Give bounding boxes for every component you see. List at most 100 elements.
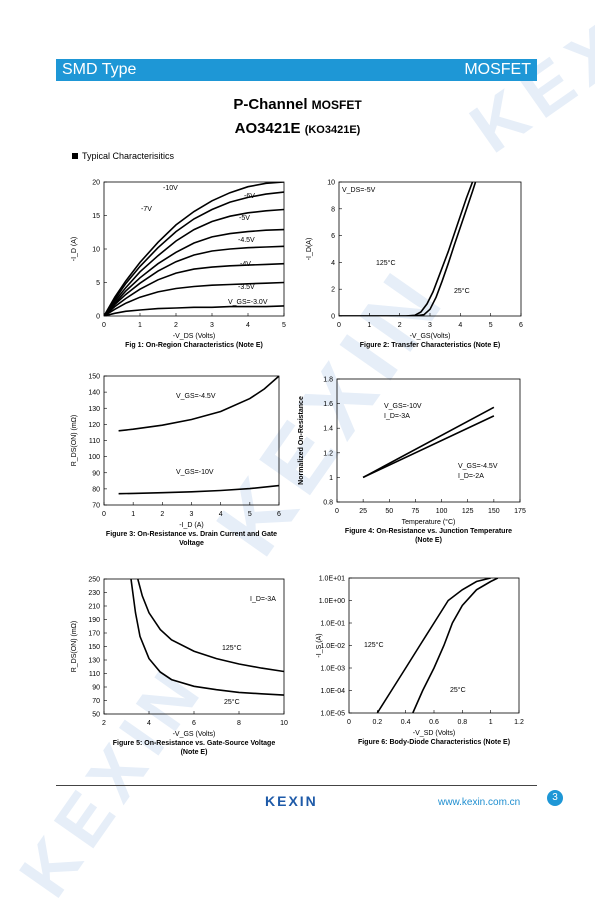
y-tick-label: 130 xyxy=(88,658,100,665)
series-line xyxy=(137,579,284,673)
title-line2: AO3421E (KO3421E) xyxy=(0,120,595,137)
series-line xyxy=(104,305,284,316)
figure-caption: Figure 2: Transfer Characteristics (Note… xyxy=(360,342,500,349)
y-tick-label: 230 xyxy=(88,590,100,597)
y-tick-label: 8 xyxy=(331,206,335,213)
figure-caption: Figure 4: On-Resistance vs. Junction Tem… xyxy=(345,528,512,535)
y-tick-label: 20 xyxy=(92,180,100,187)
series-line xyxy=(104,228,284,316)
y-tick-label: 1.0E-02 xyxy=(320,643,345,650)
y-axis-label: -I_D(A) xyxy=(306,238,313,261)
x-tick-label: 4 xyxy=(458,322,462,329)
x-axis-label: Temperature (°C) xyxy=(402,518,456,526)
x-tick-label: 3 xyxy=(210,322,214,329)
y-tick-label: 1.2 xyxy=(323,450,333,457)
y-tick-label: 90 xyxy=(92,470,100,477)
series-line xyxy=(104,262,284,316)
figure-2: 0 1 2 3 4 5 6 0 2 4 6 8 10 -V_GS(Volts) -I_D(A) Figure … xyxy=(306,180,523,350)
series-annotation: I_D=-2A xyxy=(458,473,484,480)
series-annotation: -6V xyxy=(244,193,255,200)
series-annotation: -10V xyxy=(163,185,178,192)
title-type: MOSFET xyxy=(311,98,362,112)
x-tick-label: 5 xyxy=(489,322,493,329)
y-tick-label: 5 xyxy=(96,280,100,287)
x-tick-label: 5 xyxy=(248,511,252,518)
x-tick-label: 0.6 xyxy=(429,719,439,726)
x-tick-label: 6 xyxy=(519,322,523,329)
x-tick-label: 1.2 xyxy=(514,719,524,726)
header-banner: SMD Type MOSFET xyxy=(56,59,537,81)
x-tick-label: 10 xyxy=(280,720,288,727)
figure-caption: Voltage xyxy=(179,540,204,547)
figure-3: 0 1 2 3 4 5 6 70 80 90 100 110 120 130 140 150 -I_D (A) R… xyxy=(71,374,281,548)
y-tick-label: 6 xyxy=(331,233,335,240)
y-tick-label: 10 xyxy=(327,180,335,187)
series-annotation: 25°C xyxy=(454,287,470,295)
website-link[interactable]: www.kexin.com.cn xyxy=(438,797,521,808)
y-tick-label: 130 xyxy=(88,406,100,413)
x-tick-label: 6 xyxy=(277,511,281,518)
x-tick-label: 25 xyxy=(359,508,367,515)
y-tick-label: 15 xyxy=(92,213,100,220)
x-tick-label: 3 xyxy=(190,511,194,518)
alt-part-number: (KO3421E) xyxy=(304,124,361,136)
page-number-badge: 3 xyxy=(547,790,563,806)
y-tick-label: 110 xyxy=(89,438,100,445)
y-tick-label: 90 xyxy=(92,685,100,692)
series-line xyxy=(118,376,279,432)
y-tick-label: 1.4 xyxy=(323,426,333,433)
y-tick-label: 150 xyxy=(88,644,100,651)
y-tick-label: 170 xyxy=(88,631,100,638)
x-tick-label: 0 xyxy=(335,508,339,515)
x-tick-label: 125 xyxy=(462,508,474,515)
figure-6: 0 0.2 0.4 0.6 0.8 1 1.2 1.0E-05 1.0E-04 1.0E-03 1.… xyxy=(316,576,524,747)
series-annotation: V_GS=-10V xyxy=(176,469,214,476)
series-annotation: -3.5V xyxy=(238,284,255,291)
y-axis-label: Normalized On-Resistance xyxy=(298,396,305,485)
series-line xyxy=(104,281,284,316)
series-line xyxy=(104,208,284,316)
y-tick-label: 250 xyxy=(88,577,100,584)
plot-frame xyxy=(338,181,522,317)
y-tick-label: 80 xyxy=(92,486,100,493)
y-tick-label: 2 xyxy=(331,287,335,294)
y-tick-label: 120 xyxy=(88,422,100,429)
figure-5: 2 4 6 8 10 50 70 90 110 130 150 170 190 210 230 250 -V_G… xyxy=(71,577,288,757)
y-tick-label: 1.0E+00 xyxy=(319,598,345,605)
x-tick-label: 4 xyxy=(147,720,151,727)
y-tick-label: 70 xyxy=(92,503,100,510)
series-annotation: -4.5V xyxy=(238,237,255,244)
x-tick-label: 150 xyxy=(488,508,500,515)
y-tick-label: 1.0E-04 xyxy=(320,688,345,695)
x-tick-label: 0 xyxy=(102,322,106,329)
figure-caption: Figure 3: On-Resistance vs. Drain Curren… xyxy=(106,531,277,538)
y-tick-label: 210 xyxy=(88,604,100,611)
y-tick-label: 1.0E-05 xyxy=(320,711,345,718)
x-tick-label: 1 xyxy=(367,322,371,329)
y-tick-label: 4 xyxy=(331,260,335,267)
x-tick-label: 2 xyxy=(102,720,106,727)
series-line xyxy=(412,578,499,713)
section-heading: Typical Characterisitics xyxy=(72,151,174,161)
figure-1: 0 1 2 3 4 5 0 5 10 15 20 -V_DS (Volts) -I_D (A) Fig 1… xyxy=(71,180,286,350)
y-tick-label: 150 xyxy=(88,374,100,381)
series-line xyxy=(104,245,284,316)
figure-caption: Figure 6: Body-Diode Characteristics (No… xyxy=(358,739,510,746)
series-line xyxy=(104,191,284,316)
series-annotation: I_D=-3A xyxy=(384,413,410,420)
title-line1: P-Channel MOSFET xyxy=(0,96,595,113)
x-tick-label: 0 xyxy=(102,511,106,518)
y-tick-label: 10 xyxy=(92,247,100,254)
series-annotation: -4V xyxy=(240,261,251,268)
x-tick-label: 50 xyxy=(385,508,393,515)
figure-4: 0 25 50 75 100 125 150 175 0.8 1 1.2 1.4 1.6 1.8 Tempe… xyxy=(298,377,526,545)
header-right-label: MOSFET xyxy=(464,61,531,78)
kexin-logo: KEXIN xyxy=(265,793,318,809)
x-axis-label: -V_GS(Volts) xyxy=(410,333,451,340)
x-tick-label: 2 xyxy=(160,511,164,518)
y-axis-label: R_DS(ON) (mΩ) xyxy=(71,621,78,673)
part-number: AO3421E xyxy=(234,120,301,137)
x-tick-label: 4 xyxy=(219,511,223,518)
y-axis-label: R_DS(ON) (mΩ) xyxy=(71,415,78,467)
